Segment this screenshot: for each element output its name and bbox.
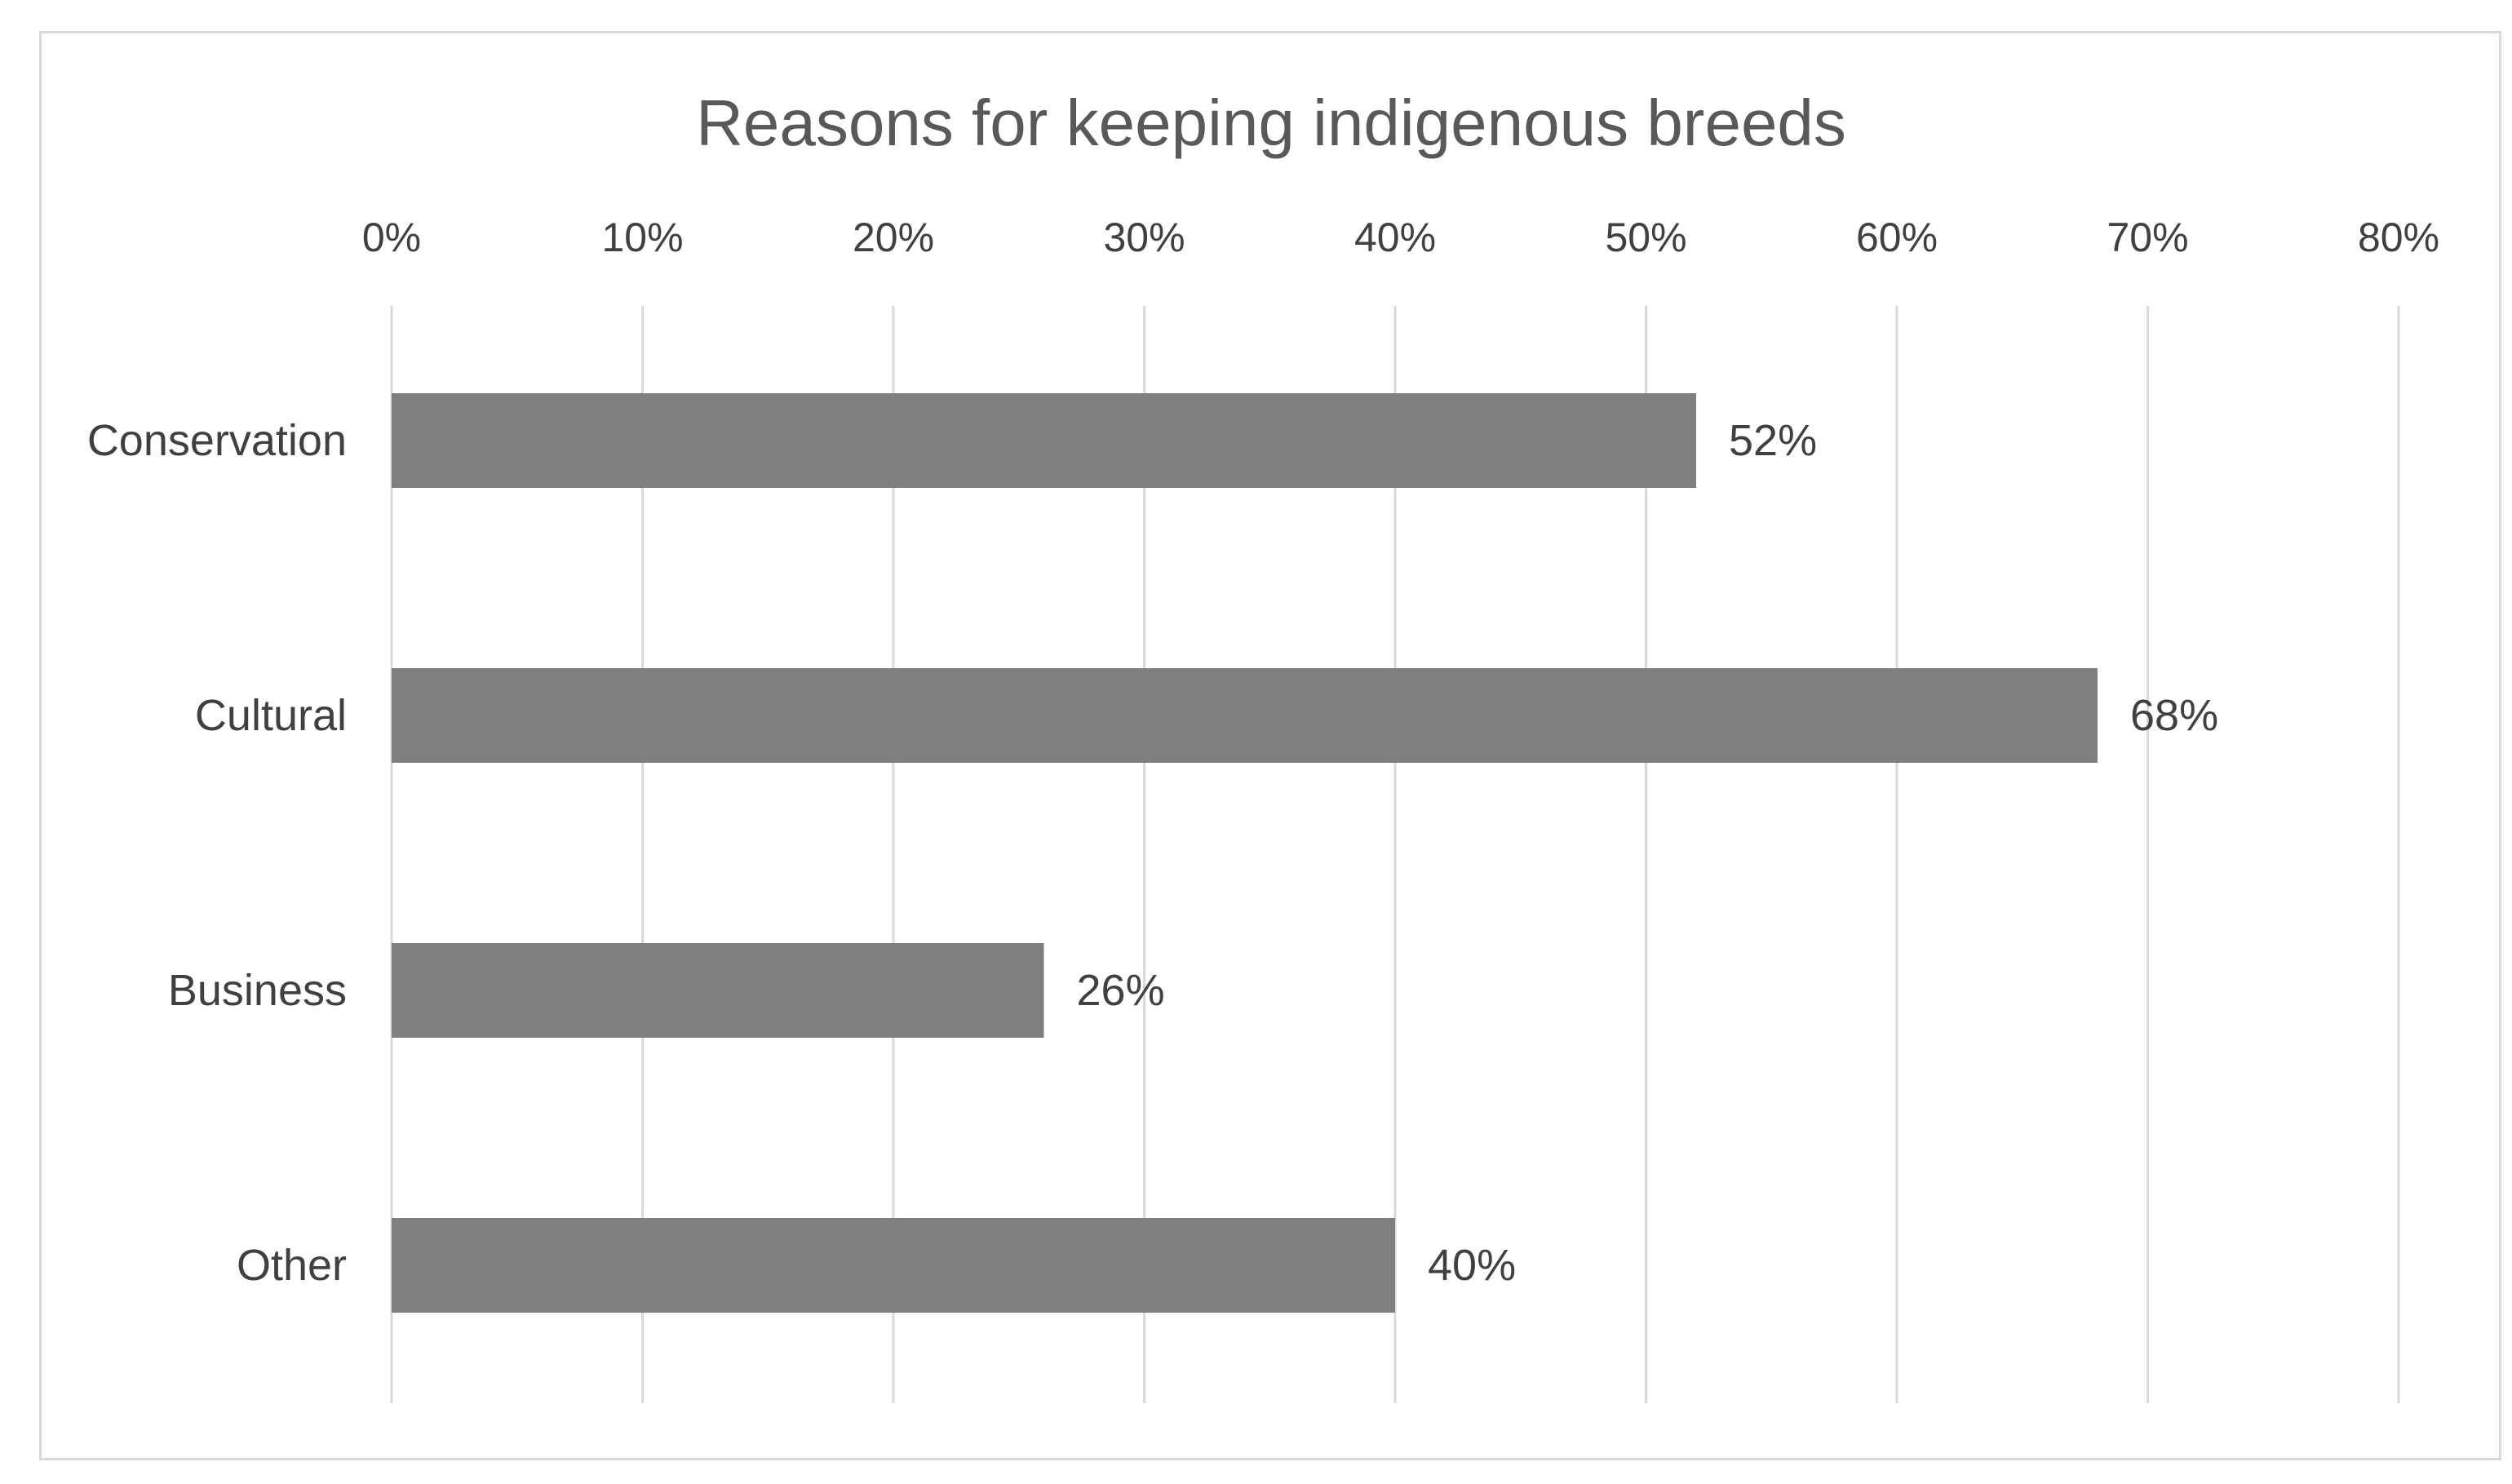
x-tick-label: 40% [1354, 215, 1436, 260]
x-tick-label: 70% [2107, 215, 2188, 260]
data-label: 40% [1428, 1241, 1516, 1290]
bar-other [392, 1218, 1395, 1313]
category-label: Cultural [195, 691, 347, 740]
bars [392, 393, 2098, 1313]
bar-conservation [392, 393, 1696, 488]
chart-title: Reasons for keeping indigenous breeds [696, 86, 1846, 159]
bar-cultural [392, 668, 2098, 763]
data-label: 68% [2130, 691, 2218, 740]
x-tick-label: 20% [853, 215, 934, 260]
x-tick-label: 60% [1856, 215, 1938, 260]
x-tick-label: 50% [1605, 215, 1686, 260]
data-label: 52% [1729, 416, 1817, 465]
category-label: Other [237, 1241, 347, 1290]
x-tick-label: 30% [1103, 215, 1185, 260]
x-tick-label: 0% [362, 215, 421, 260]
x-axis-ticks: 0% 10% 20% 30% 40% 50% 60% 70% 80% [362, 215, 2439, 260]
x-tick-label: 10% [601, 215, 683, 260]
data-label: 26% [1077, 966, 1165, 1015]
category-label: Conservation [87, 416, 347, 465]
bar-business [392, 943, 1044, 1038]
category-labels: Conservation Cultural Business Other [87, 416, 347, 1290]
x-tick-label: 80% [2358, 215, 2439, 260]
category-label: Business [168, 966, 347, 1015]
data-labels: 52% 68% 26% 40% [1077, 416, 2219, 1290]
